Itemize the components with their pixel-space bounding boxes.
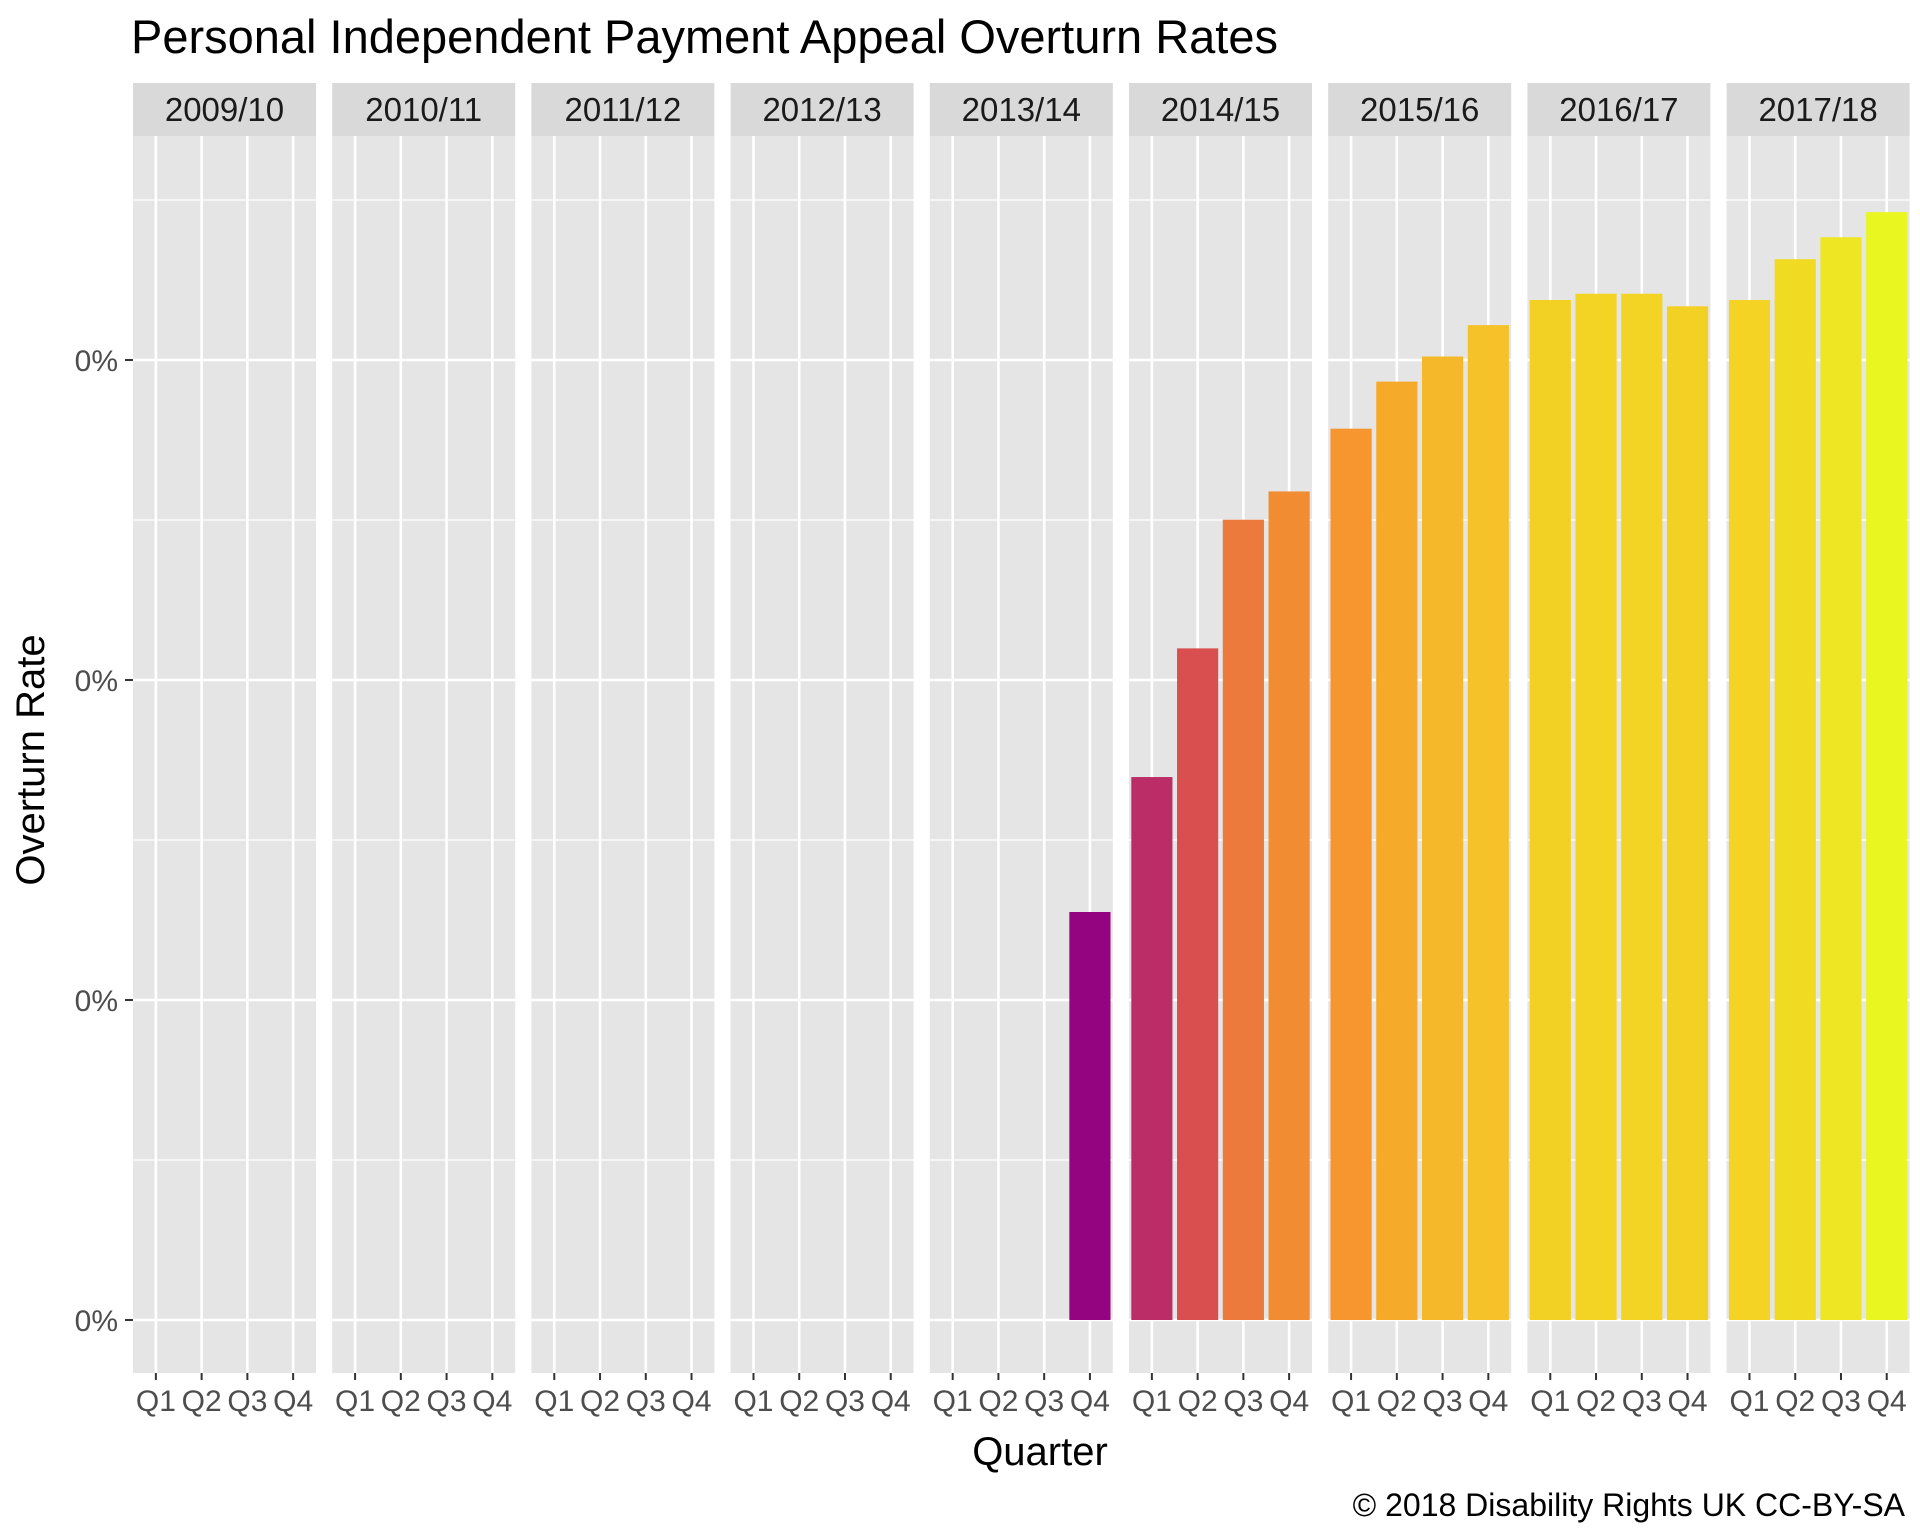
panel-background: [730, 136, 914, 1373]
facet-label: 2016/17: [1559, 91, 1678, 128]
bar: [1774, 259, 1816, 1321]
facet-panel: 2013/14 Q1 Q2 Q3 Q4: [929, 83, 1113, 1418]
x-tick-label: Q3: [825, 1385, 865, 1418]
y-axis: 0% 0% 0% 0%: [75, 345, 133, 1338]
x-tick-label: Q3: [227, 1385, 267, 1418]
x-tick-label: Q4: [1468, 1385, 1508, 1418]
facet-label: 2012/13: [762, 91, 881, 128]
x-tick-label: Q2: [1775, 1385, 1815, 1418]
facet-label: 2010/11: [365, 91, 482, 128]
facet-panel: 2014/15 Q1 Q2 Q3 Q4: [1129, 83, 1312, 1418]
panel-background: [531, 136, 715, 1373]
bar: [1467, 325, 1509, 1321]
facet-strip: [133, 83, 316, 136]
x-tick-label: Q3: [427, 1385, 467, 1418]
x-axis-title: Quarter: [972, 1430, 1108, 1474]
y-tick-label: 0%: [75, 665, 118, 698]
x-tick-label: Q3: [1223, 1385, 1263, 1418]
y-tick-label: 0%: [75, 345, 118, 378]
bar: [1177, 648, 1219, 1320]
bar: [1376, 381, 1418, 1321]
x-tick-label: Q3: [1423, 1385, 1463, 1418]
x-tick-label: Q4: [672, 1385, 712, 1418]
facet-panel: 2012/13 Q1 Q2 Q3 Q4: [730, 83, 914, 1418]
bar: [1621, 293, 1663, 1320]
x-tick-label: Q1: [335, 1385, 375, 1418]
x-tick-label: Q4: [1668, 1385, 1708, 1418]
x-tick-label: Q3: [1024, 1385, 1064, 1418]
chart-caption: © 2018 Disability Rights UK CC-BY-SA: [1353, 1487, 1906, 1523]
bar: [1330, 428, 1372, 1321]
facet-strip: [1328, 83, 1512, 136]
x-tick-label: Q3: [1622, 1385, 1662, 1418]
x-tick-label: Q2: [580, 1385, 620, 1418]
facet-label: 2011/12: [564, 91, 681, 128]
facet-panel: 2010/11 Q1 Q2 Q3 Q4: [332, 83, 516, 1418]
bar: [1820, 237, 1862, 1321]
facet-panel: 2009/10 Q1 Q2 Q3 Q4: [133, 83, 316, 1418]
x-tick-label: Q4: [273, 1385, 313, 1418]
x-tick-label: Q4: [472, 1385, 512, 1418]
facet-strip: [531, 83, 715, 136]
x-tick-label: Q1: [733, 1385, 773, 1418]
x-tick-label: Q1: [1132, 1385, 1172, 1418]
y-tick-label: 0%: [75, 1305, 118, 1338]
x-tick-label: Q1: [1331, 1385, 1371, 1418]
x-tick-label: Q2: [1576, 1385, 1616, 1418]
facet-panel: 2015/16 Q1 Q2 Q3 Q4: [1328, 83, 1512, 1418]
x-tick-label: Q4: [1070, 1385, 1110, 1418]
y-tick-label: 0%: [75, 985, 118, 1018]
facet-strip: [1129, 83, 1312, 136]
x-tick-label: Q1: [1530, 1385, 1570, 1418]
facet-label: 2013/14: [962, 91, 1081, 128]
panel-background: [133, 136, 316, 1373]
facet-strip: [929, 83, 1113, 136]
bar: [1421, 356, 1464, 1320]
bar: [1529, 300, 1571, 1320]
x-tick-label: Q2: [381, 1385, 421, 1418]
facet-strip: [332, 83, 516, 136]
x-tick-label: Q2: [978, 1385, 1018, 1418]
x-tick-label: Q2: [1178, 1385, 1218, 1418]
facet-strip: [1527, 83, 1711, 136]
chart-title: Personal Independent Payment Appeal Over…: [131, 10, 1278, 63]
facet-label: 2009/10: [165, 91, 284, 128]
x-tick-label: Q4: [871, 1385, 911, 1418]
x-tick-label: Q1: [1729, 1385, 1769, 1418]
x-tick-label: Q2: [182, 1385, 222, 1418]
x-tick-label: Q4: [1269, 1385, 1309, 1418]
bar: [1268, 491, 1310, 1320]
y-axis-title: Overturn Rate: [9, 634, 53, 885]
bar: [1666, 306, 1709, 1320]
facet-label: 2015/16: [1360, 91, 1479, 128]
bar: [1131, 777, 1173, 1320]
x-tick-label: Q2: [1377, 1385, 1417, 1418]
facet-strip: [1726, 83, 1910, 136]
x-tick-label: Q4: [1867, 1385, 1907, 1418]
facet-label: 2014/15: [1161, 91, 1280, 128]
panel-background: [332, 136, 516, 1373]
facet-panel: 2011/12 Q1 Q2 Q3 Q4: [531, 83, 715, 1418]
bar: [1222, 519, 1264, 1320]
bar: [1069, 912, 1111, 1320]
x-tick-label: Q1: [136, 1385, 176, 1418]
x-tick-label: Q3: [626, 1385, 666, 1418]
bar: [1575, 293, 1617, 1320]
facet-strip: [730, 83, 914, 136]
bar: [1728, 300, 1771, 1320]
x-tick-label: Q2: [779, 1385, 819, 1418]
x-tick-label: Q1: [933, 1385, 973, 1418]
bar: [1866, 212, 1908, 1321]
facet-panel: 2016/17 Q1 Q2 Q3 Q4: [1527, 83, 1711, 1418]
facet-label: 2017/18: [1758, 91, 1877, 128]
facet-panel: 2017/18 Q1 Q2 Q3 Q4: [1726, 83, 1910, 1418]
x-tick-label: Q1: [534, 1385, 574, 1418]
x-tick-label: Q3: [1821, 1385, 1861, 1418]
